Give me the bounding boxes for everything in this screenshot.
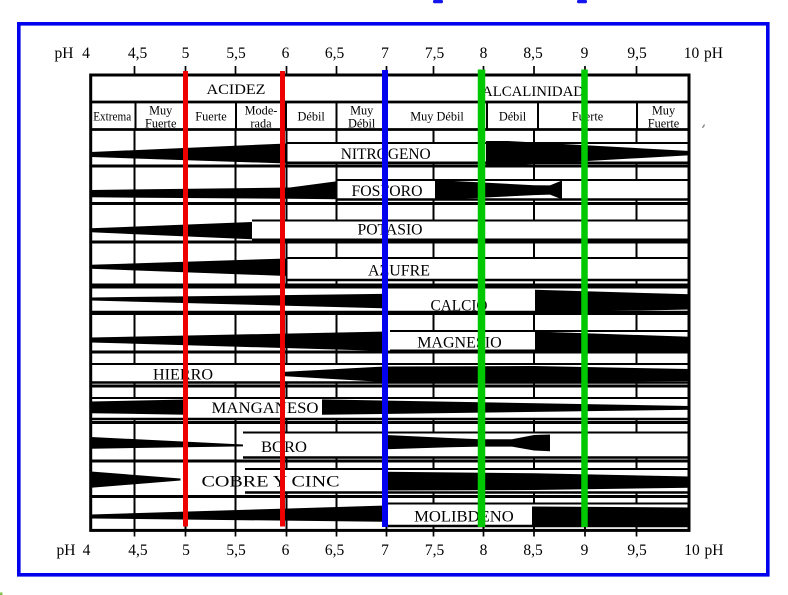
svg-text:6,5: 6,5 bbox=[325, 542, 345, 559]
svg-text:ALCALINIDAD: ALCALINIDAD bbox=[482, 84, 584, 100]
svg-text:rada: rada bbox=[250, 117, 272, 131]
svg-text:Muy: Muy bbox=[350, 104, 374, 118]
svg-text:Mode-: Mode- bbox=[245, 104, 278, 118]
svg-text:9,5: 9,5 bbox=[627, 542, 647, 559]
svg-text:Fuerte: Fuerte bbox=[195, 110, 227, 124]
svg-text:6: 6 bbox=[282, 542, 290, 559]
svg-text:6: 6 bbox=[282, 45, 290, 62]
svg-text:9: 9 bbox=[581, 45, 589, 62]
svg-text:5: 5 bbox=[182, 45, 190, 62]
svg-text:7: 7 bbox=[381, 45, 389, 62]
svg-text:9: 9 bbox=[581, 542, 589, 559]
svg-text:5,5: 5,5 bbox=[226, 45, 246, 62]
svg-text:7,5: 7,5 bbox=[425, 45, 445, 62]
svg-text:pH: pH bbox=[55, 45, 74, 62]
svg-text:COBRE Y CINC: COBRE Y CINC bbox=[202, 472, 340, 491]
svg-text:6,5: 6,5 bbox=[325, 45, 345, 62]
svg-text:10: 10 bbox=[684, 45, 700, 62]
svg-text:Extrema: Extrema bbox=[93, 110, 131, 124]
svg-text:4,5: 4,5 bbox=[128, 45, 148, 62]
svg-text:Fuerte: Fuerte bbox=[572, 110, 604, 124]
svg-text:CALCIO: CALCIO bbox=[431, 296, 488, 315]
svg-text:8,5: 8,5 bbox=[523, 542, 543, 559]
svg-text:4: 4 bbox=[82, 45, 90, 62]
svg-text:MOLIBDENO: MOLIBDENO bbox=[414, 507, 514, 526]
svg-text:5: 5 bbox=[182, 542, 190, 559]
svg-text:8: 8 bbox=[480, 542, 488, 559]
svg-text:POTASIO: POTASIO bbox=[358, 219, 423, 238]
svg-text:9,5: 9,5 bbox=[627, 45, 647, 62]
svg-text:ACIDEZ: ACIDEZ bbox=[207, 82, 266, 98]
svg-text:7: 7 bbox=[381, 542, 389, 559]
svg-text:Muy: Muy bbox=[149, 104, 173, 118]
svg-text:Muy Débil: Muy Débil bbox=[410, 110, 464, 124]
svg-text:Muy: Muy bbox=[652, 104, 676, 118]
svg-text:pH: pH bbox=[57, 542, 76, 559]
svg-text:AZUFRE: AZUFRE bbox=[368, 260, 430, 279]
svg-text:4: 4 bbox=[83, 542, 91, 559]
svg-text:Débil: Débil bbox=[348, 117, 376, 131]
svg-text:MANGANESO: MANGANESO bbox=[212, 398, 319, 417]
svg-text:Débil: Débil bbox=[499, 110, 527, 124]
svg-text:4,5: 4,5 bbox=[128, 542, 148, 559]
svg-text:8: 8 bbox=[480, 45, 488, 62]
svg-text:MAGNESIO: MAGNESIO bbox=[417, 332, 502, 351]
svg-text:8,5: 8,5 bbox=[523, 45, 543, 62]
svg-text:Débil: Débil bbox=[298, 110, 326, 124]
svg-text:7,5: 7,5 bbox=[425, 542, 445, 559]
svg-text:pH: pH bbox=[705, 542, 724, 559]
svg-text:5,5: 5,5 bbox=[226, 542, 246, 559]
svg-text:Fuerte: Fuerte bbox=[648, 117, 680, 131]
svg-text:Fuerte: Fuerte bbox=[145, 117, 177, 131]
svg-text:pH: pH bbox=[704, 45, 723, 62]
svg-text:10: 10 bbox=[684, 542, 700, 559]
